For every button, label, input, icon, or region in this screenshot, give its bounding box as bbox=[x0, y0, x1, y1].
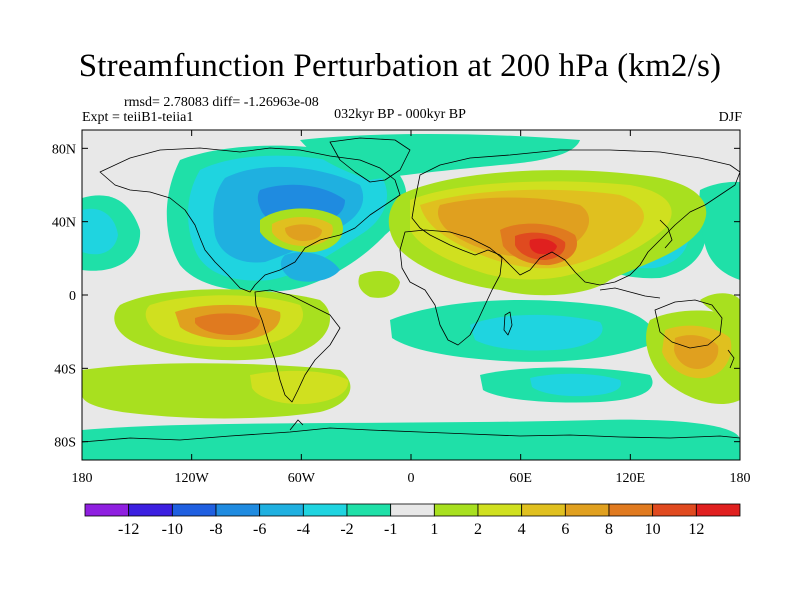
contour-neg-8 bbox=[300, 134, 580, 180]
contour-neg-16 bbox=[530, 373, 621, 397]
lon-tick-label: 0 bbox=[408, 471, 415, 486]
colorbar-swatch bbox=[608, 503, 654, 517]
map-panel bbox=[82, 130, 740, 460]
colorbar-swatch bbox=[695, 503, 741, 517]
colorbar-label: -2 bbox=[340, 521, 353, 538]
period-label: 032kyr BP - 000kyr BP bbox=[334, 107, 466, 122]
coast-africa bbox=[399, 229, 503, 346]
contour-pos-20 bbox=[358, 270, 400, 298]
lat-tick-label: 80N bbox=[52, 142, 76, 157]
colorbar-label: 1 bbox=[430, 521, 438, 538]
coast-europe-asia bbox=[411, 149, 740, 286]
coastlines bbox=[82, 137, 740, 443]
contour-pos-21 bbox=[700, 293, 740, 320]
lon-tick-label: 120W bbox=[175, 471, 210, 486]
lat-tick-label: 80S bbox=[54, 436, 76, 451]
coast-australia bbox=[654, 299, 723, 349]
lon-tick-label: 60W bbox=[288, 471, 316, 486]
colorbar-label: 2 bbox=[474, 521, 482, 538]
contour-pos-10 bbox=[285, 224, 322, 241]
season-label: DJF bbox=[718, 110, 742, 125]
colorbar: -12 -10 -8 -6 -4 -2 -1 1 2 4 6 8 10 12 bbox=[84, 503, 741, 538]
negative-contours bbox=[82, 134, 740, 460]
colorbar-swatch bbox=[215, 503, 261, 517]
lon-tick-label: 180 bbox=[72, 471, 93, 486]
coast-north-america bbox=[99, 147, 401, 293]
colorbar-label: -12 bbox=[118, 521, 139, 538]
colorbar-label: 4 bbox=[518, 521, 526, 538]
latitude-ticks: 80N 40N 0 40S 80S bbox=[52, 142, 740, 451]
colorbar-swatch bbox=[477, 503, 523, 517]
colorbar-label: -6 bbox=[253, 521, 266, 538]
lon-tick-label: 180 bbox=[730, 471, 751, 486]
colorbar-label: -1 bbox=[384, 521, 397, 538]
coast-antarctica bbox=[82, 427, 740, 443]
colorbar-label: -10 bbox=[162, 521, 183, 538]
colorbar-swatch bbox=[84, 503, 130, 517]
experiment-label: Expt = teiiB1-teiia1 bbox=[82, 110, 194, 125]
colorbar-swatch bbox=[652, 503, 697, 517]
colorbar-swatch bbox=[128, 503, 173, 517]
coast-new-zealand bbox=[727, 349, 735, 369]
colorbar-swatch bbox=[302, 503, 348, 517]
contour-neg-7 bbox=[280, 252, 340, 282]
coast-south-america bbox=[254, 289, 341, 403]
colorbar-swatch bbox=[521, 503, 566, 517]
colorbar-label: -8 bbox=[209, 521, 222, 538]
contour-neg-14 bbox=[470, 314, 603, 351]
contour-neg-17 bbox=[82, 419, 740, 460]
figure-title: Streamfunction Perturbation at 200 hPa (… bbox=[78, 48, 722, 84]
coast-japan bbox=[659, 219, 673, 249]
colorbar-swatch bbox=[346, 503, 392, 517]
colorbar-label: -4 bbox=[297, 521, 310, 538]
colorbar-swatch bbox=[171, 503, 217, 517]
positive-contours bbox=[82, 170, 740, 419]
colorbar-label: 8 bbox=[605, 521, 613, 538]
colorbar-swatch bbox=[390, 503, 435, 517]
contour-pos-14 bbox=[195, 313, 260, 335]
colorbar-label: 12 bbox=[688, 521, 704, 538]
colorbar-label: 6 bbox=[561, 521, 569, 538]
colorbar-swatch bbox=[433, 503, 479, 517]
coast-madagascar bbox=[503, 311, 513, 336]
contour-pos-19 bbox=[674, 335, 719, 369]
rmsd-diff-stats: rmsd= 2.78083 diff= -1.26963e-08 bbox=[124, 95, 319, 110]
lat-tick-label: 40S bbox=[54, 362, 76, 377]
lon-tick-label: 60E bbox=[509, 471, 532, 486]
lon-tick-label: 120E bbox=[616, 471, 646, 486]
colorbar-swatch bbox=[564, 503, 610, 517]
contour-neg-19 bbox=[699, 181, 740, 280]
coast-indonesia bbox=[599, 287, 661, 299]
longitude-ticks: 180 120W 60W 0 60E 120E 180 bbox=[72, 130, 751, 486]
colorbar-label: 10 bbox=[645, 521, 661, 538]
lat-tick-label: 40N bbox=[52, 216, 76, 231]
lat-tick-label: 0 bbox=[69, 289, 76, 304]
coast-greenland bbox=[329, 137, 411, 183]
colorbar-swatch bbox=[259, 503, 304, 517]
contour-neg-2 bbox=[82, 208, 118, 255]
contour-pos-7 bbox=[529, 238, 557, 255]
coast-antarctic-peninsula bbox=[289, 419, 304, 431]
